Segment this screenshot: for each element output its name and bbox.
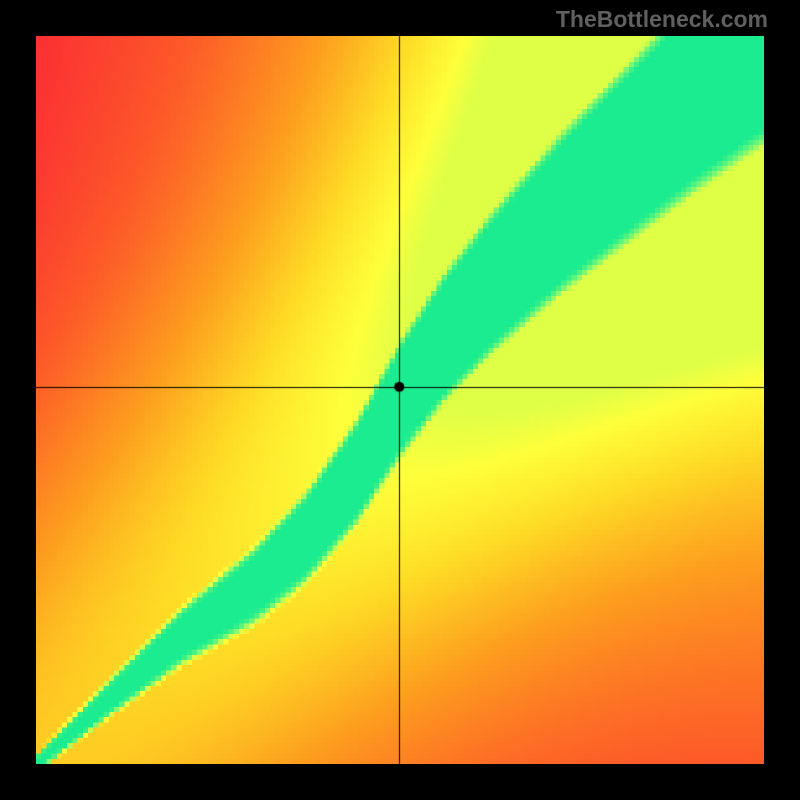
- crosshair-overlay: [0, 0, 800, 800]
- chart-container: TheBottleneck.com: [0, 0, 800, 800]
- attribution-label: TheBottleneck.com: [556, 6, 768, 33]
